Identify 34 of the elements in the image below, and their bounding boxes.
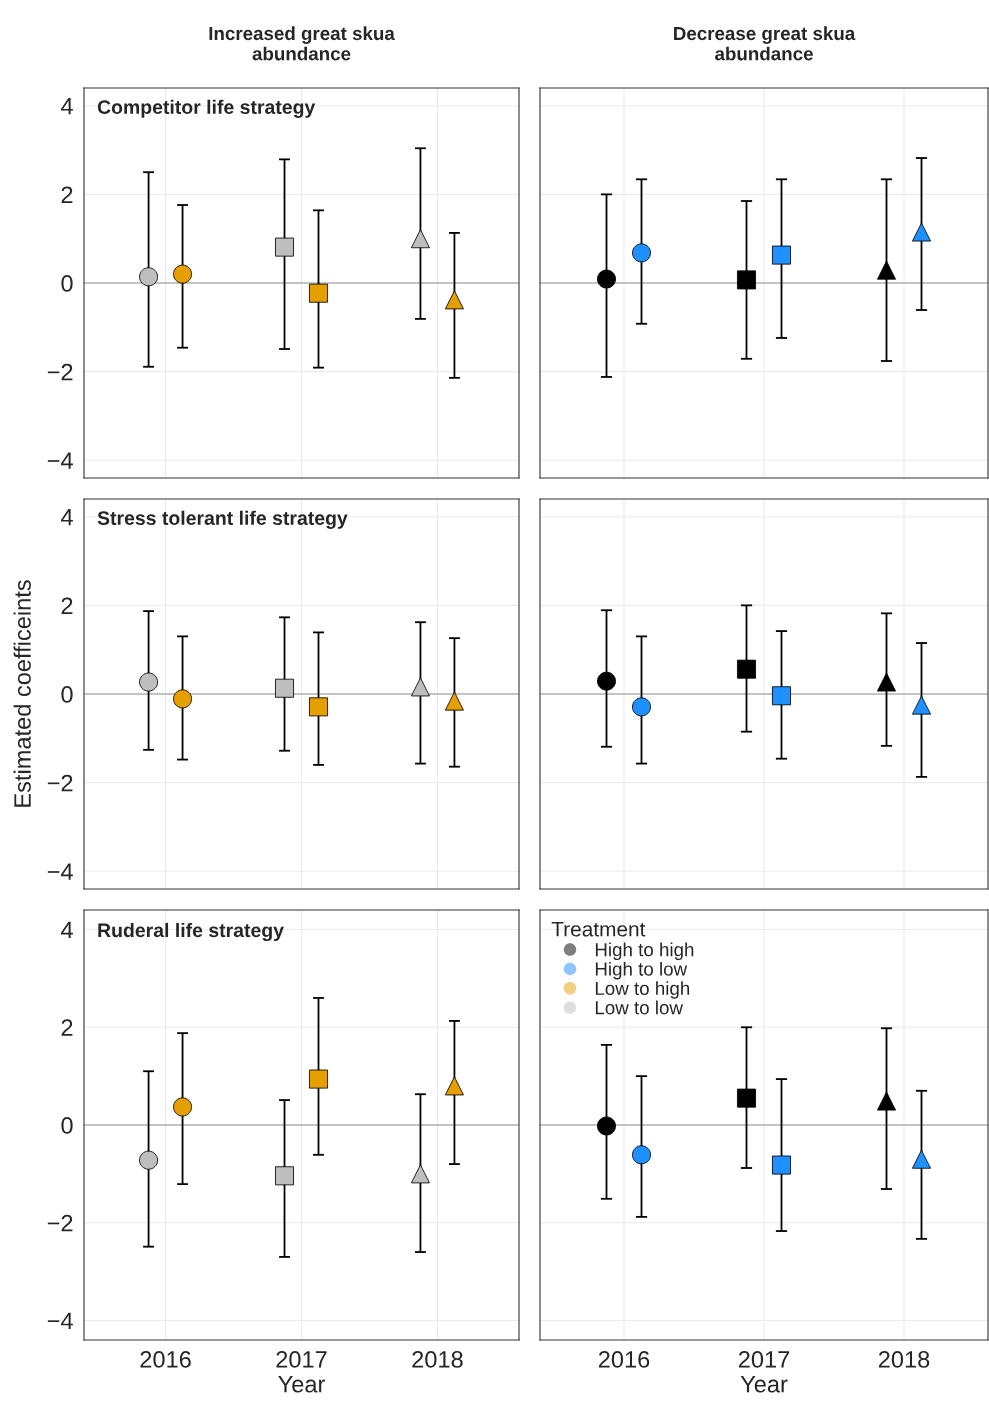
y-tick-label: −4 [47, 863, 73, 880]
legend-label: High to high [595, 942, 694, 961]
y-tick-label: 0 [61, 1117, 73, 1134]
y-axis-title: Estimated coefficeints [13, 580, 31, 807]
chart-title: Decrease great skua abundance [674, 26, 856, 61]
x-axis-title: Year [740, 1376, 788, 1393]
y-tick-label: 2 [61, 186, 73, 203]
y-tick-label: 0 [61, 275, 73, 292]
x-tick-label: 2018 [412, 1351, 463, 1368]
y-tick-label: 4 [61, 509, 73, 526]
legend-label: High to low [595, 961, 688, 980]
y-tick-label: −4 [47, 452, 73, 469]
x-axis-title: Year [278, 1376, 325, 1393]
y-tick-label: 2 [61, 1019, 73, 1036]
y-tick-label: −2 [47, 363, 73, 381]
y-tick-label: 2 [61, 597, 73, 614]
chart-title: Increased great skua abundance [209, 26, 395, 61]
y-tick-label: −2 [47, 774, 73, 792]
y-tick-label: 4 [61, 98, 73, 115]
legend-label: Low to high [595, 981, 690, 999]
legend-title: Treatment [551, 922, 646, 937]
y-tick-label: −4 [47, 1312, 73, 1330]
x-tick-label: 2016 [598, 1351, 650, 1368]
x-tick-label: 2018 [878, 1351, 930, 1368]
y-tick-label: 0 [61, 686, 73, 703]
text: Competitor life strategy [97, 99, 316, 118]
x-tick-label: 2016 [140, 1351, 191, 1368]
x-tick-label: 2017 [276, 1351, 327, 1368]
x-tick-label: 2017 [738, 1351, 790, 1368]
text: Stress tolerant life strategy [97, 510, 348, 529]
y-tick-label: −2 [47, 1214, 73, 1232]
y-tick-label: 4 [61, 921, 73, 939]
text: Ruderal life strategy [98, 922, 284, 942]
legend-label: Low to low [595, 1000, 684, 1015]
